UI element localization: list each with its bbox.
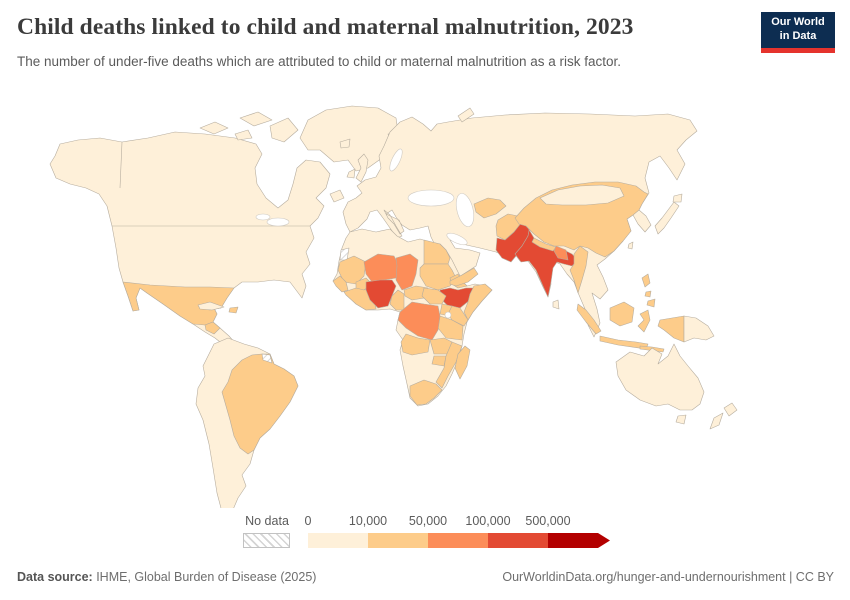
- country-taiwan[interactable]: [627, 241, 634, 250]
- country-ireland[interactable]: [346, 168, 356, 179]
- country-senegal-guinea[interactable]: [332, 275, 349, 293]
- footer-data-source: Data source: IHME, Global Burden of Dise…: [17, 570, 316, 584]
- country-south-africa[interactable]: [409, 379, 443, 406]
- country-sri-lanka[interactable]: [552, 299, 560, 310]
- country-arctic-island-2[interactable]: [239, 111, 273, 127]
- great-lakes-west: [255, 213, 271, 221]
- lake-victoria: [444, 311, 452, 319]
- owid-logo[interactable]: Our World in Data: [761, 12, 835, 53]
- country-arctic-island-3[interactable]: [234, 129, 253, 141]
- country-mali[interactable]: [337, 255, 367, 285]
- legend-swatch-bucket2[interactable]: [368, 533, 428, 548]
- persian-gulf: [446, 232, 468, 246]
- country-arctic-island-1[interactable]: [199, 121, 229, 135]
- country-newfoundland[interactable]: [329, 189, 345, 203]
- country-philippines-mindanao[interactable]: [646, 298, 656, 308]
- country-iceland[interactable]: [339, 138, 351, 149]
- legend-tick-0: 0: [304, 514, 312, 528]
- country-philippines-luzon[interactable]: [641, 273, 651, 288]
- country-australia[interactable]: [615, 343, 705, 411]
- world-map: [0, 98, 850, 508]
- owid-logo-line2: in Data: [779, 30, 817, 42]
- great-lakes: [266, 217, 290, 227]
- legend-swatch-bucket4[interactable]: [488, 533, 548, 548]
- legend-tick-2: 50,000: [408, 514, 448, 528]
- legend-no-data-swatch[interactable]: [243, 533, 290, 548]
- country-mexico[interactable]: [122, 281, 235, 326]
- country-french-guiana[interactable]: [261, 353, 273, 364]
- country-baffin-island[interactable]: [269, 117, 299, 143]
- footer-source-text: IHME, Global Burden of Disease (2025): [92, 570, 317, 584]
- country-chad[interactable]: [395, 253, 419, 291]
- country-sudan[interactable]: [419, 263, 457, 291]
- legend-no-data-label: No data: [245, 514, 289, 528]
- black-sea: [407, 189, 455, 207]
- world-map-svg: [49, 105, 738, 508]
- legend-tick-1: 10,000: [348, 514, 388, 528]
- country-somalia[interactable]: [463, 283, 493, 321]
- country-uzbekistan-turkmenistan[interactable]: [473, 197, 507, 219]
- country-nepal[interactable]: [531, 237, 557, 252]
- country-angola[interactable]: [400, 333, 431, 356]
- country-cuba[interactable]: [197, 301, 225, 311]
- page-title: Child deaths linked to child and materna…: [17, 14, 634, 40]
- country-nigeria[interactable]: [365, 279, 397, 309]
- country-indonesia-sumatra[interactable]: [576, 303, 602, 335]
- country-indonesia-sulawesi[interactable]: [637, 309, 651, 333]
- map-legend: No data 0 10,000 50,000 100,000 500,000: [0, 510, 850, 554]
- country-brazil[interactable]: [221, 353, 299, 455]
- legend-tick-4: 500,000: [525, 514, 571, 528]
- footer-source-label: Data source:: [17, 570, 93, 584]
- country-drc[interactable]: [397, 301, 441, 341]
- country-mongolia[interactable]: [539, 184, 625, 206]
- legend-swatch-bucket3[interactable]: [428, 533, 488, 548]
- owid-logo-line1: Our World: [771, 16, 825, 29]
- caspian-sea: [455, 193, 475, 227]
- legend-tick-3: 100,000: [465, 514, 511, 528]
- footer-link[interactable]: OurWorldinData.org/hunger-and-undernouri…: [502, 570, 834, 584]
- country-guatemala[interactable]: [204, 321, 221, 335]
- legend-swatch-bucket5[interactable]: [548, 533, 610, 548]
- country-indonesia-borneo[interactable]: [609, 301, 635, 327]
- country-hokkaido[interactable]: [672, 193, 683, 203]
- country-new-zealand-north[interactable]: [723, 402, 738, 417]
- country-tasmania[interactable]: [675, 414, 687, 425]
- country-indonesia-west-papua[interactable]: [657, 315, 685, 343]
- country-yemen[interactable]: [449, 267, 479, 287]
- country-bangladesh[interactable]: [553, 245, 569, 261]
- baltic-sea: [389, 148, 403, 172]
- country-zimbabwe[interactable]: [431, 355, 447, 367]
- country-madagascar[interactable]: [454, 345, 471, 380]
- country-novaya-zemlya[interactable]: [457, 107, 475, 123]
- country-papua-new-guinea[interactable]: [683, 315, 715, 343]
- border-alaska-canada: [119, 141, 123, 189]
- country-united-kingdom[interactable]: [355, 153, 369, 183]
- country-philippines-visayas[interactable]: [644, 290, 652, 298]
- page-subtitle: The number of under-five deaths which ar…: [17, 54, 622, 69]
- country-hispaniola[interactable]: [228, 306, 239, 314]
- country-new-zealand-south[interactable]: [709, 412, 724, 430]
- legend-swatch-bucket1[interactable]: [308, 533, 368, 548]
- country-japan[interactable]: [654, 201, 680, 235]
- country-myanmar[interactable]: [569, 245, 589, 294]
